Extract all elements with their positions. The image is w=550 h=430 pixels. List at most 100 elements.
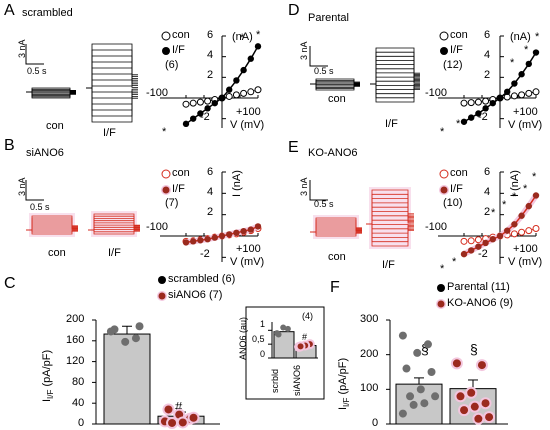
- panel-title: Parental: [308, 12, 349, 24]
- data-point-I/F: [233, 77, 240, 84]
- significance-mark: *: [524, 44, 529, 56]
- trace-family-con: [26, 213, 78, 237]
- current-trace: [86, 61, 138, 89]
- data-point: [485, 413, 494, 422]
- inset-frame: [245, 306, 325, 400]
- current-trace: [370, 60, 420, 85]
- data-point-con: [474, 236, 482, 244]
- significance-mark: *: [256, 29, 261, 41]
- legend-con: con: [172, 167, 190, 179]
- tick-y: 6: [207, 166, 214, 178]
- trace-label-if: I/F: [385, 118, 398, 130]
- trace-family-con: [310, 215, 362, 239]
- tick-y: 6: [207, 29, 214, 41]
- tick-y: 4: [484, 49, 491, 61]
- data-point-I/F: [504, 88, 511, 96]
- legend-item: KO-ANO6 (9): [447, 297, 514, 309]
- tick-y: 2: [484, 206, 491, 218]
- iv-plot: [438, 171, 540, 264]
- legend-if: I/F: [172, 183, 185, 195]
- data-point-con: [467, 99, 475, 107]
- data-point: [456, 392, 465, 401]
- significance-mark: #: [175, 399, 183, 414]
- data-point-con: [482, 97, 490, 105]
- panel-title: siANO6: [26, 147, 64, 159]
- data-point-con: [460, 237, 468, 245]
- data-point-I/F: [518, 71, 525, 78]
- bar-scrbld: [273, 331, 295, 359]
- data-point-I/F: [525, 202, 532, 210]
- data-point: [420, 399, 429, 408]
- panel-letter: A: [4, 2, 15, 19]
- data-point-I/F: [218, 94, 226, 102]
- significance-mark: *: [452, 256, 457, 268]
- data-point-I/F: [182, 120, 190, 128]
- data-point-I/F: [182, 239, 190, 246]
- data-point-I/F: [468, 114, 475, 121]
- data-point-I/F: [204, 236, 211, 243]
- trace-label-con: con: [328, 93, 346, 105]
- significance-mark: *: [491, 207, 496, 219]
- data-point-I/F: [233, 229, 240, 236]
- data-point-I/F: [211, 234, 218, 241]
- current-trace: [86, 55, 138, 89]
- data-point: [398, 409, 407, 418]
- legend-item: Parental (11): [447, 281, 510, 293]
- data-point: [280, 324, 287, 331]
- current-trace: [370, 83, 420, 86]
- tick-y: 200: [66, 313, 85, 325]
- current-trace: [310, 83, 360, 91]
- scalebar: [309, 46, 328, 67]
- data-point: [431, 392, 440, 401]
- tick-y: 0: [372, 417, 379, 429]
- data-point: [409, 400, 418, 409]
- current-trace: [86, 43, 138, 89]
- data-point-I/F: [197, 110, 204, 117]
- data-point-I/F: [489, 99, 496, 107]
- legend-con: con: [450, 167, 468, 179]
- iv-plot: [160, 171, 262, 262]
- data-point-I/F: [496, 232, 504, 240]
- tick-y: 40: [72, 397, 85, 409]
- data-point-I/F: [190, 238, 197, 245]
- tick-y: -2: [478, 248, 488, 260]
- data-point-I/F: [460, 118, 468, 125]
- tick-y: -2: [478, 111, 488, 123]
- axis-x-label: V (mV): [230, 119, 265, 131]
- data-point-con: [204, 97, 212, 105]
- data-point: [135, 322, 144, 331]
- data-point-I/F: [254, 223, 262, 230]
- current-trace: [370, 80, 420, 85]
- trace-halo: [313, 215, 359, 239]
- tick-y: 4: [484, 186, 491, 198]
- legend-symbol-if: [440, 186, 448, 194]
- current-trace: [370, 83, 420, 99]
- legend-symbol: [437, 284, 445, 292]
- data-point-con: [525, 89, 533, 97]
- axis-x-label: V (mV): [508, 119, 543, 131]
- tick-y: 4: [207, 186, 214, 198]
- data-point-con: [196, 98, 204, 106]
- significance-mark: §: [470, 341, 478, 357]
- current-trace: [370, 83, 420, 90]
- trace-label-if: I/F: [108, 247, 121, 259]
- data-point-con: [247, 88, 255, 96]
- data-point-I/F: [460, 250, 468, 258]
- data-point-I/F: [226, 231, 233, 238]
- data-point-I/F: [204, 105, 211, 112]
- data-point: [416, 385, 425, 394]
- legend-symbol-con: [161, 31, 171, 41]
- legend-item: scrambled (6): [168, 273, 236, 285]
- legend-symbol-con: [161, 169, 171, 179]
- data-point-I/F: [511, 80, 518, 87]
- data-point-I/F: [247, 226, 254, 233]
- current-trace: [370, 51, 420, 85]
- data-point: [189, 413, 198, 422]
- tick-x: +100: [236, 243, 261, 255]
- panel-letter: B: [4, 137, 15, 154]
- data-point-con: [510, 230, 518, 238]
- current-trace: [310, 82, 360, 85]
- trace-label-con: con: [328, 251, 346, 263]
- trace-label-con: con: [48, 247, 66, 259]
